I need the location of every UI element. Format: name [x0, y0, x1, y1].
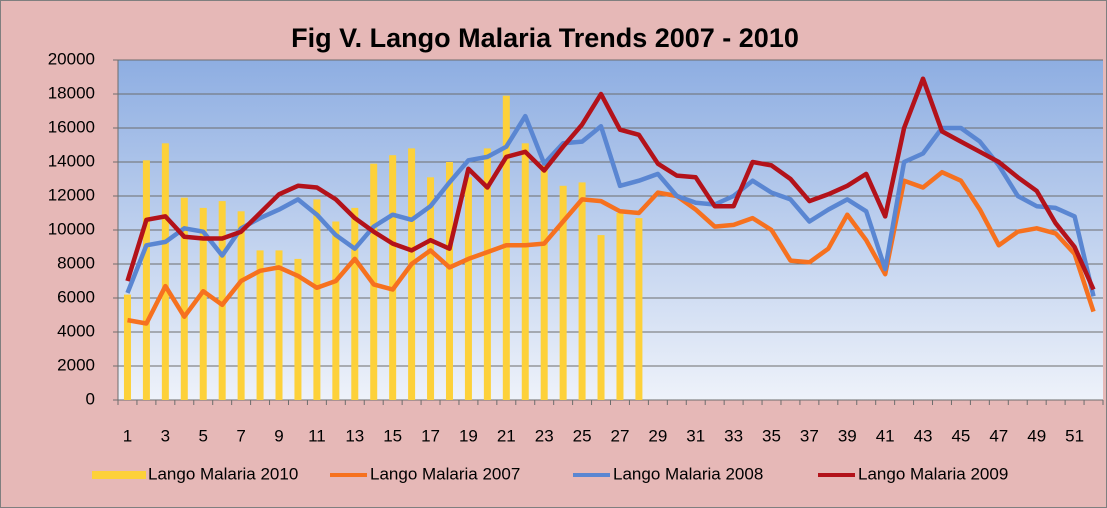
y-tick-label: 0	[86, 389, 95, 408]
line	[125, 113, 1096, 297]
bar	[521, 143, 529, 401]
bar	[313, 199, 321, 400]
bar	[427, 177, 435, 400]
line	[127, 169, 1096, 326]
x-tick-label: 51	[1065, 426, 1084, 445]
chart-title: Fig V. Lango Malaria Trends 2007 - 2010	[291, 23, 799, 53]
legend-label: Lango Malaria 2008	[613, 464, 763, 483]
bar	[275, 250, 283, 400]
y-tick-label: 20000	[48, 49, 95, 68]
bar	[123, 294, 131, 400]
legend-label: Lango Malaria 2007	[370, 464, 520, 483]
bar	[408, 148, 416, 400]
bar	[199, 207, 207, 400]
y-tick-label: 16000	[48, 117, 95, 136]
x-tick-label: 37	[800, 426, 819, 445]
bar	[616, 213, 624, 400]
bar	[483, 148, 491, 400]
bar	[635, 218, 643, 400]
x-tick-label: 31	[686, 426, 705, 445]
y-tick-label: 14000	[48, 151, 95, 170]
x-tick-label: 25	[573, 426, 592, 445]
y-tick-label: 4000	[57, 321, 95, 340]
x-tick-label: 11	[308, 426, 326, 445]
y-tick-label: 2000	[57, 355, 95, 374]
bar	[332, 221, 340, 400]
bar	[559, 185, 567, 400]
y-tick-label: 12000	[48, 185, 95, 204]
x-tick-label: 29	[648, 426, 667, 445]
x-tick-label: 41	[876, 426, 895, 445]
bar	[256, 250, 264, 400]
bar	[540, 165, 548, 400]
x-tick-label: 9	[274, 426, 283, 445]
x-tick-label: 3	[161, 426, 170, 445]
x-tick-label: 27	[611, 426, 630, 445]
y-tick-label: 10000	[48, 219, 95, 238]
bar	[351, 207, 359, 400]
bar	[389, 155, 397, 400]
x-tick-label: 7	[236, 426, 245, 445]
bar	[294, 258, 302, 400]
x-tick-label: 17	[421, 426, 440, 445]
x-tick-label: 23	[535, 426, 554, 445]
x-tick-label: 35	[762, 426, 781, 445]
x-tick-label: 19	[459, 426, 478, 445]
x-tick-label: 5	[199, 426, 208, 445]
x-tick-label: 43	[914, 426, 933, 445]
x-tick-label: 45	[951, 426, 970, 445]
bar	[578, 182, 586, 400]
bar	[502, 95, 510, 400]
x-tick-label: 15	[383, 426, 402, 445]
legend-label: Lango Malaria 2009	[858, 464, 1008, 483]
x-tick-label: 47	[989, 426, 1008, 445]
bar	[597, 235, 605, 400]
y-tick-label: 8000	[57, 253, 95, 272]
bar	[161, 143, 169, 401]
legend-label: Lango Malaria 2010	[148, 464, 298, 483]
bar	[142, 160, 150, 400]
x-tick-label: 1	[123, 426, 132, 445]
x-tick-label: 39	[838, 426, 857, 445]
line	[125, 76, 1096, 291]
legend-swatch	[92, 471, 146, 479]
y-tick-label: 18000	[48, 83, 95, 102]
x-tick-label: 13	[345, 426, 364, 445]
x-tick-label: 21	[497, 426, 516, 445]
x-tick-label: 33	[724, 426, 743, 445]
x-tick-label: 49	[1027, 426, 1046, 445]
bar	[464, 177, 472, 400]
bar	[237, 211, 245, 400]
bar	[445, 162, 453, 400]
bar	[180, 197, 188, 400]
y-tick-label: 6000	[57, 287, 95, 306]
bar	[218, 201, 226, 400]
